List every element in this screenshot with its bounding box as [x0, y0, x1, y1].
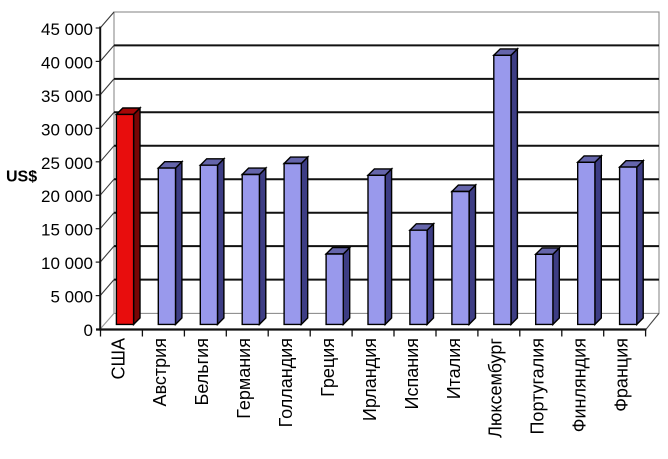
svg-text:US$: US$: [6, 169, 37, 186]
svg-text:Австрия: Австрия: [150, 338, 170, 406]
svg-text:Греция: Греция: [318, 338, 338, 397]
svg-text:Португалия: Португалия: [528, 338, 548, 435]
svg-text:Финляндия: Финляндия: [570, 338, 590, 432]
svg-text:США: США: [108, 338, 128, 380]
svg-text:5 000: 5 000: [50, 288, 93, 307]
svg-text:Италия: Италия: [444, 338, 464, 399]
svg-text:35 000: 35 000: [41, 87, 93, 106]
svg-text:0: 0: [84, 321, 93, 340]
svg-text:Бельгия: Бельгия: [192, 338, 212, 405]
svg-text:20 000: 20 000: [41, 187, 93, 206]
svg-text:Ирландия: Ирландия: [360, 338, 380, 421]
svg-text:Франция: Франция: [612, 338, 632, 412]
svg-text:10 000: 10 000: [41, 254, 93, 273]
svg-text:Германия: Германия: [234, 338, 254, 419]
svg-text:Голландия: Голландия: [276, 338, 296, 427]
svg-text:Люксембург: Люксембург: [486, 338, 506, 438]
svg-text:45 000: 45 000: [41, 20, 93, 39]
svg-text:Испания: Испания: [402, 338, 422, 409]
svg-text:40 000: 40 000: [41, 53, 93, 72]
svg-text:30 000: 30 000: [41, 120, 93, 139]
svg-text:25 000: 25 000: [41, 154, 93, 173]
svg-text:15 000: 15 000: [41, 221, 93, 240]
